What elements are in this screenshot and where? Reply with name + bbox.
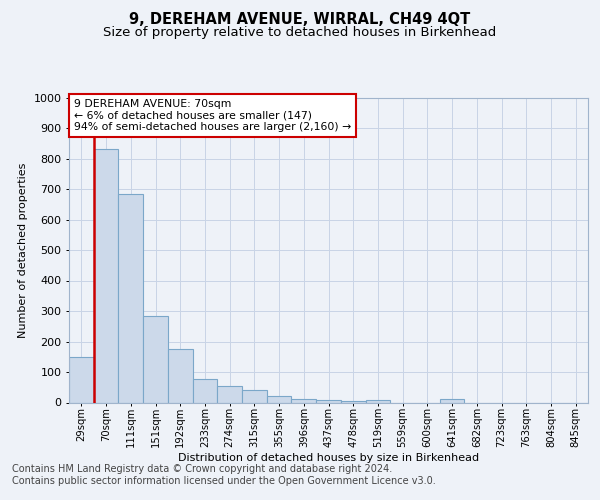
Text: Contains public sector information licensed under the Open Government Licence v3: Contains public sector information licen… (12, 476, 436, 486)
Bar (242, 390, 267, 402)
Bar (94, 150, 118, 402)
Bar (440, 400, 464, 402)
Bar (267, 396, 292, 402)
Bar (168, 349, 193, 403)
Bar (341, 401, 365, 402)
Text: Contains HM Land Registry data © Crown copyright and database right 2024.: Contains HM Land Registry data © Crown c… (12, 464, 392, 474)
Text: Size of property relative to detached houses in Birkenhead: Size of property relative to detached ho… (103, 26, 497, 39)
Bar (118, 194, 143, 402)
Text: 9, DEREHAM AVENUE, WIRRAL, CH49 4QT: 9, DEREHAM AVENUE, WIRRAL, CH49 4QT (130, 12, 470, 28)
Bar (365, 400, 390, 402)
Bar (69, 357, 94, 403)
Bar (316, 400, 341, 402)
Bar (217, 386, 242, 402)
Bar (292, 400, 316, 402)
Y-axis label: Number of detached properties: Number of detached properties (18, 162, 28, 338)
Bar (193, 378, 217, 402)
Bar (143, 316, 168, 402)
Text: 9 DEREHAM AVENUE: 70sqm
← 6% of detached houses are smaller (147)
94% of semi-de: 9 DEREHAM AVENUE: 70sqm ← 6% of detached… (74, 99, 352, 132)
X-axis label: Distribution of detached houses by size in Birkenhead: Distribution of detached houses by size … (178, 452, 479, 462)
